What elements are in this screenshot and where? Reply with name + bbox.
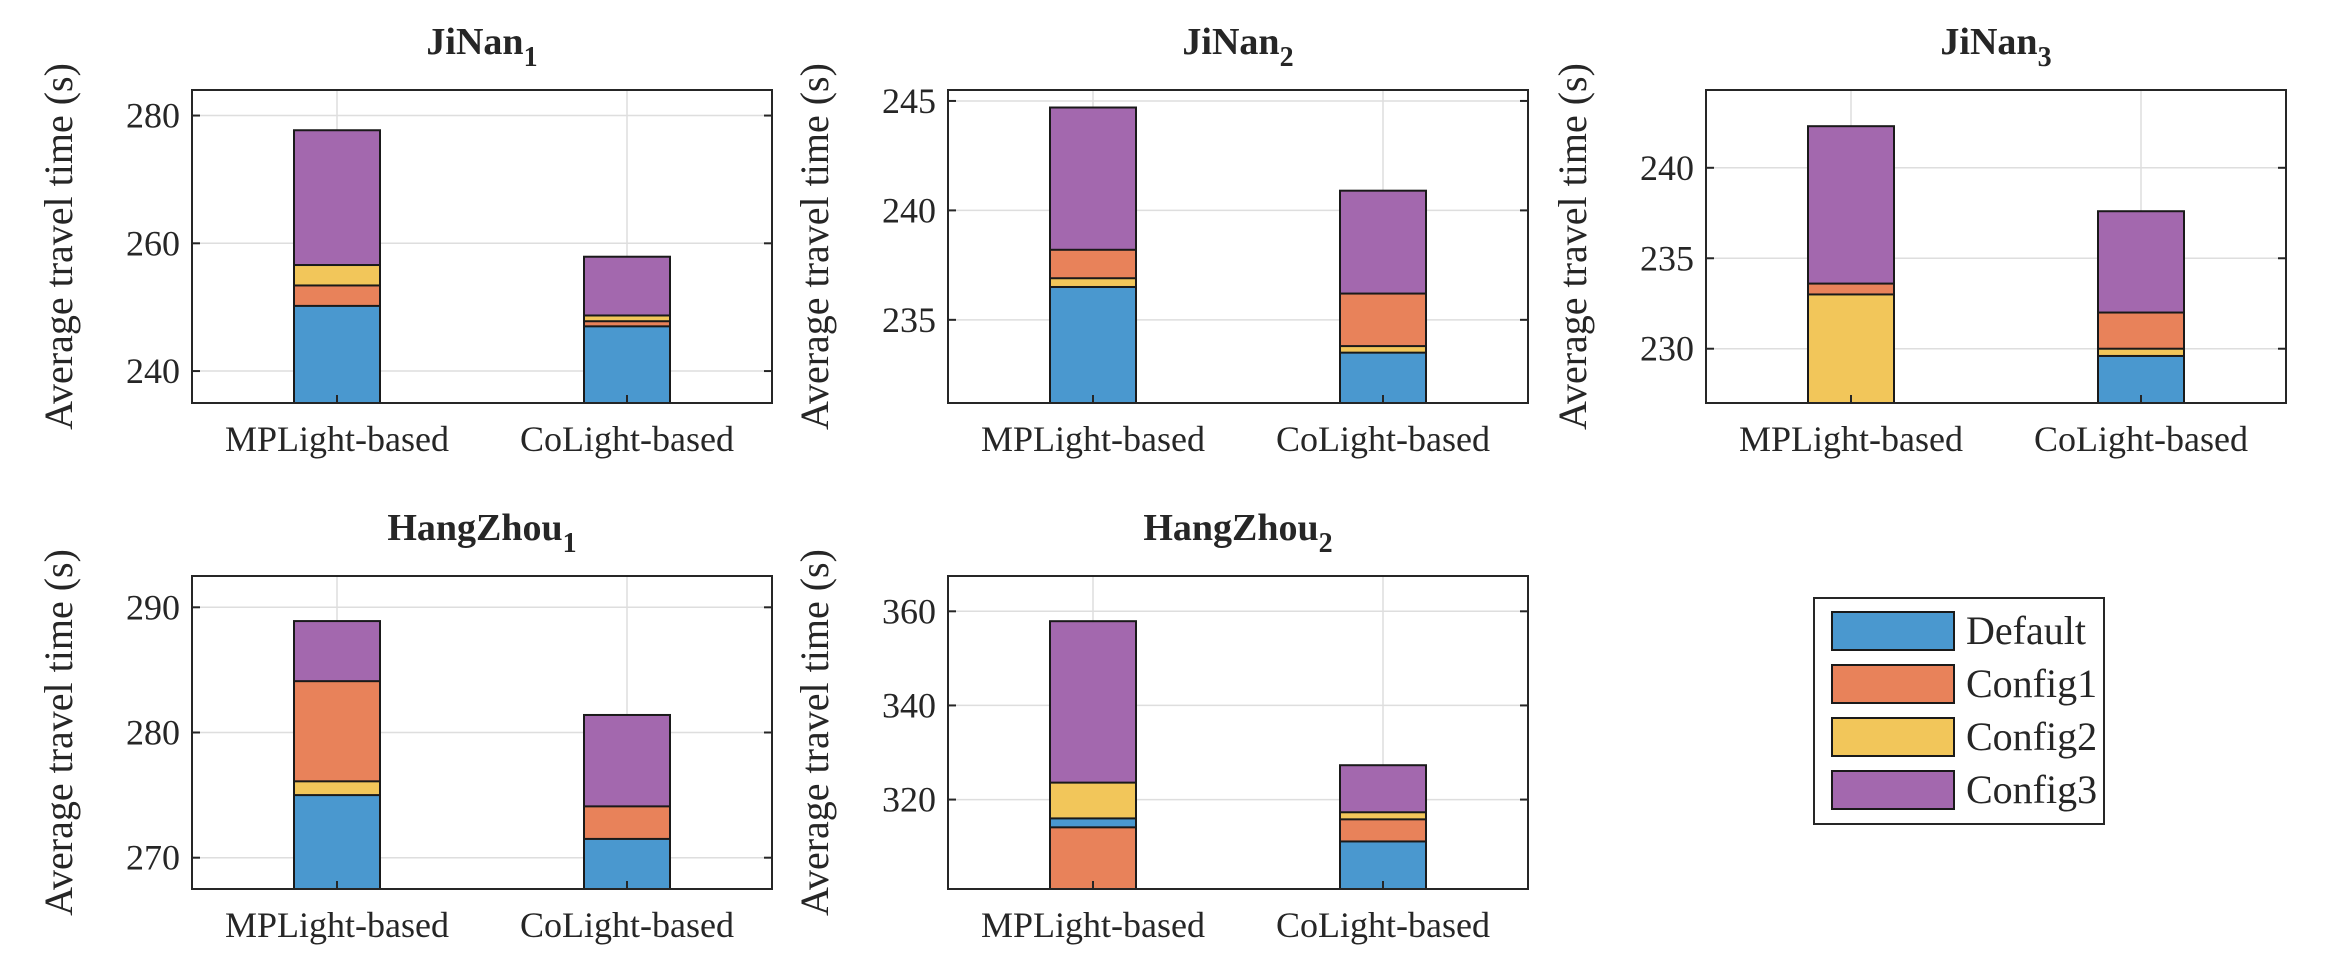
chart-title: JiNan2 bbox=[1182, 21, 1293, 73]
bar-default-colight-based bbox=[583, 837, 671, 890]
y-tick-label: 235 bbox=[1640, 238, 1694, 278]
chart-title: HangZhou1 bbox=[387, 507, 576, 559]
chart-hangzhou1: 270 280 290 MPLight-based CoLight-based Avera… bbox=[36, 507, 773, 945]
bar-default-colight-based bbox=[1339, 351, 1427, 405]
bar-default-mplight-based bbox=[293, 304, 381, 405]
legend-swatch-config2 bbox=[1831, 717, 1955, 757]
x-tick-label: MPLight-based bbox=[981, 419, 1205, 459]
y-tick-label: 290 bbox=[126, 587, 180, 627]
bar-config1-mplight-based bbox=[1049, 826, 1137, 891]
y-axis-label: Average travel time (s) bbox=[36, 63, 81, 430]
chart-hangzhou2: 320 340 360 MPLight-based CoLight-based Avera… bbox=[792, 507, 1529, 945]
y-tick-label: 280 bbox=[126, 713, 180, 753]
y-tick-label: 260 bbox=[126, 223, 180, 263]
legend-swatch-config1 bbox=[1831, 664, 1955, 704]
axes-frame bbox=[947, 89, 1529, 404]
axes-frame bbox=[947, 575, 1529, 890]
y-tick-label: 360 bbox=[882, 591, 936, 631]
y-axis-label: Average travel time (s) bbox=[36, 549, 81, 916]
plot-area bbox=[948, 90, 1528, 403]
bar-default-mplight-based bbox=[293, 794, 381, 890]
plot-area bbox=[948, 576, 1528, 889]
y-tick-label: 270 bbox=[126, 838, 180, 878]
chart-jinan2: 235 240 245 MPLight-based CoLight-based Avera… bbox=[792, 21, 1529, 459]
y-axis-label: Average travel time (s) bbox=[792, 63, 837, 430]
x-tick-label: CoLight-based bbox=[2034, 419, 2248, 459]
chart-jinan1: 240 260 280 MPLight-based CoLight-based Avera… bbox=[36, 21, 773, 459]
y-tick-label: 240 bbox=[126, 351, 180, 391]
legend-label-config3: Config3 bbox=[1966, 767, 2097, 812]
legend-label-default: Default bbox=[1966, 608, 2086, 653]
chart-title: HangZhou2 bbox=[1143, 507, 1332, 559]
x-tick-label: CoLight-based bbox=[1276, 419, 1490, 459]
legend-label-config2: Config2 bbox=[1966, 714, 2097, 759]
axes-frame bbox=[191, 89, 773, 404]
y-tick-label: 340 bbox=[882, 685, 936, 725]
bar-config2-mplight-based bbox=[1807, 293, 1895, 405]
axes-frame bbox=[1705, 89, 2287, 404]
chart-title: JiNan1 bbox=[426, 21, 537, 73]
x-tick-label: MPLight-based bbox=[225, 419, 449, 459]
legend: Default Config1 Config2 Config3 bbox=[1813, 597, 2105, 825]
chart-panels: 240 260 280 MPLight-based CoLight-based Avera… bbox=[36, 21, 2287, 945]
x-tick-label: MPLight-based bbox=[225, 905, 449, 945]
plot-area bbox=[1706, 90, 2286, 403]
x-tick-label: CoLight-based bbox=[520, 419, 734, 459]
y-tick-label: 240 bbox=[1640, 148, 1694, 188]
y-tick-label: 235 bbox=[882, 300, 936, 340]
plot-area bbox=[192, 90, 772, 403]
x-tick-label: CoLight-based bbox=[1276, 905, 1490, 945]
y-tick-label: 320 bbox=[882, 780, 936, 820]
y-tick-label: 245 bbox=[882, 81, 936, 121]
y-tick-label: 280 bbox=[126, 96, 180, 136]
y-tick-label: 240 bbox=[882, 190, 936, 230]
legend-swatch-default bbox=[1831, 611, 1955, 651]
y-axis-label: Average travel time (s) bbox=[792, 549, 837, 916]
legend-label-config1: Config1 bbox=[1966, 661, 2097, 706]
legend-swatch-config3 bbox=[1831, 770, 1955, 810]
bar-default-colight-based bbox=[583, 325, 671, 404]
bar-default-mplight-based bbox=[1049, 285, 1137, 405]
chart-jinan3: 230 235 240 MPLight-based CoLight-based Avera… bbox=[1550, 21, 2287, 459]
x-tick-label: CoLight-based bbox=[520, 905, 734, 945]
x-tick-label: MPLight-based bbox=[981, 905, 1205, 945]
x-tick-label: MPLight-based bbox=[1739, 419, 1963, 459]
y-axis-label: Average travel time (s) bbox=[1550, 63, 1595, 430]
y-tick-label: 230 bbox=[1640, 329, 1694, 369]
chart-title: JiNan3 bbox=[1940, 21, 2051, 73]
